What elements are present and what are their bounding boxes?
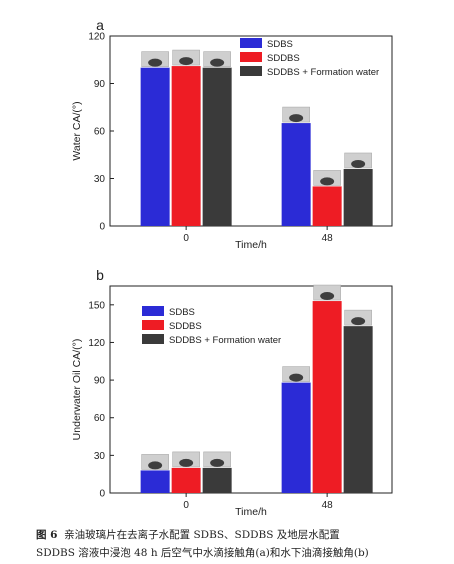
bar-sdbs-48 [281,123,311,226]
bar-sddbs-formation-water-48 [343,169,373,226]
y-tick-label: 150 [88,300,105,311]
droplet-icon [179,57,194,66]
plot-frame-b [109,285,393,494]
droplet-icon [148,461,163,470]
legend-swatch [240,52,262,62]
legend-swatch [142,306,164,316]
bar-sddbs-formation-water-48 [343,326,373,493]
y-tick-label: 90 [94,79,106,90]
droplet-icon [289,373,304,382]
droplet-icon [351,317,366,326]
y-tick-label: 60 [94,127,106,138]
panel-label-a: a [96,17,104,33]
legend-swatch [240,66,262,76]
x-axis-label: Time/h [235,239,267,251]
x-tick-label: 48 [322,500,334,511]
x-tick-label: 48 [322,233,334,244]
contact-angle-figure: a 0 30 60 90 120 Water CA/(°) 0 48 Time/h SDBS SDDB… [71,17,393,518]
droplet-icon [320,177,335,186]
bar-sdbs-48 [281,382,311,493]
y-axis-label: Underwater Oil CA/(°) [71,339,83,441]
x-tick-label: 0 [183,233,189,244]
legend-label: SDDBS [169,321,202,332]
droplet-icon [179,458,194,467]
y-tick-label: 90 [94,376,106,387]
figure-caption: 图 6 亲油玻璃片在去离子水配置 SDBS、SDDBS 及地层水配置 SDDBS… [36,526,436,562]
droplet-icon [210,458,225,467]
x-tick-label: 0 [183,500,189,511]
legend-label: SDBS [169,307,195,318]
y-axis-label: Water CA/(°) [71,101,83,160]
y-tick-label: 120 [88,338,105,349]
droplet-icon [289,114,304,123]
bar-sddbs-formation-water-0 [202,67,232,227]
legend-swatch [240,38,262,48]
x-axis-label: Time/h [235,506,267,518]
caption-lead: 图 6 [36,529,58,541]
droplet-icon [351,160,366,168]
y-tick-label: 0 [99,489,105,500]
legend-label: SDDBS + Formation water [267,67,379,78]
legend-swatch [142,320,164,330]
bar-sddbs-0 [171,66,201,226]
bar-sdbs-0 [140,470,170,493]
bar-sddbs-48 [312,301,342,493]
panel-label-b: b [96,267,104,283]
bar-sddbs-formation-water-0 [202,467,232,493]
y-tick-label: 30 [94,451,106,462]
y-tick-label: 0 [99,222,105,233]
legend-label: SDDBS [267,53,300,64]
legend-label: SDBS [267,39,293,50]
y-tick-label: 120 [88,32,105,43]
droplet-icon [320,292,335,301]
bar-sddbs-0 [171,467,201,493]
y-tick-label: 60 [94,413,106,424]
caption-line-1: 亲油玻璃片在去离子水配置 SDBS、SDDBS 及地层水配置 [64,529,340,541]
caption-line-2: SDDBS 溶液中浸泡 48 h 后空气中水滴接触角(a)和水下油滴接触角(b) [36,547,369,559]
y-tick-label: 30 [94,174,106,185]
legend-label: SDDBS + Formation water [169,335,281,346]
bar-sdbs-0 [140,67,170,227]
droplet-icon [210,58,225,67]
droplet-icon [148,58,163,67]
bar-sddbs-48 [312,186,342,226]
legend-swatch [142,334,164,344]
